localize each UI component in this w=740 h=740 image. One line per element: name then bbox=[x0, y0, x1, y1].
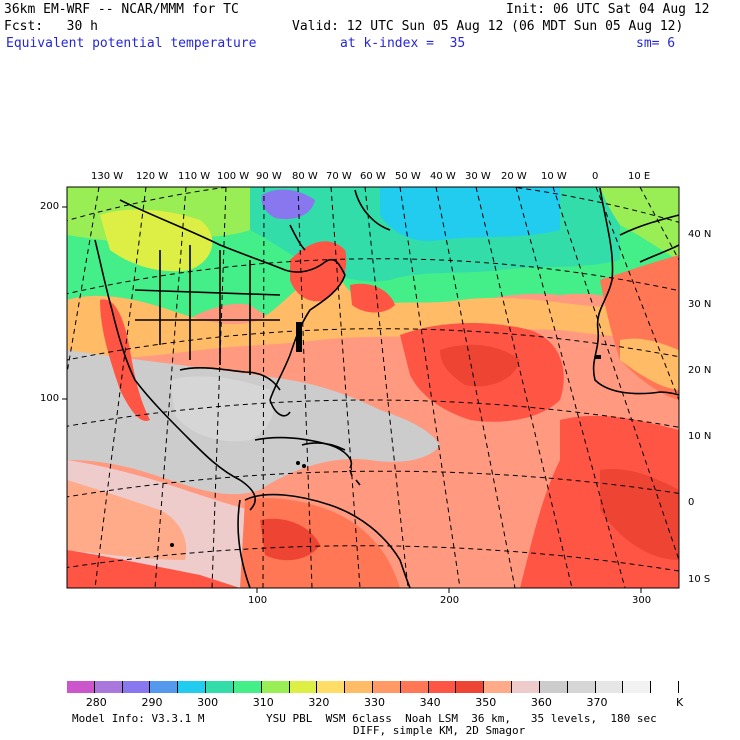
colorbar-label: 330 bbox=[364, 696, 385, 709]
lat-label: 20 N bbox=[688, 365, 712, 376]
frame-ticks bbox=[62, 206, 642, 593]
colorbar-swatch bbox=[94, 681, 123, 693]
colorbar-swatch bbox=[428, 681, 457, 693]
lon-label: 90 W bbox=[256, 171, 282, 182]
lat-label: 40 N bbox=[688, 229, 712, 240]
lon-label: 50 W bbox=[395, 171, 421, 182]
colorbar bbox=[67, 681, 679, 693]
colorbar-swatch bbox=[595, 681, 624, 693]
colorbar-swatch bbox=[512, 681, 540, 693]
lon-label: 30 W bbox=[465, 171, 491, 182]
colorbar-swatch bbox=[150, 681, 179, 693]
graticule bbox=[67, 187, 679, 588]
physics-info: YSU PBL WSM 6class Noah LSM 36 km, 35 le… bbox=[266, 712, 657, 725]
lat-label: 30 N bbox=[688, 299, 712, 310]
colorbar-label: 310 bbox=[252, 696, 274, 709]
lon-label: 10 W bbox=[541, 171, 567, 182]
field-name: Equivalent potential temperature bbox=[6, 36, 257, 51]
colorbar-swatch bbox=[623, 681, 652, 693]
colorbar-label: 290 bbox=[141, 696, 163, 709]
colorbar-label: 280 bbox=[85, 696, 107, 709]
colorbar-swatch bbox=[539, 681, 568, 693]
colorbar-unit: K bbox=[676, 696, 684, 709]
level-index: at k-index = 35 bbox=[340, 36, 466, 51]
colorbar-swatch bbox=[651, 681, 679, 693]
init-time: Init: 06 UTC Sat 04 Aug 12 bbox=[506, 2, 710, 17]
coastlines bbox=[94, 187, 679, 588]
colorbar-swatch bbox=[317, 681, 346, 693]
lon-label: 70 W bbox=[326, 171, 352, 182]
map-frame bbox=[66, 186, 680, 589]
lon-label: 100 W bbox=[217, 171, 250, 182]
grid-x-label: 100 bbox=[248, 595, 268, 606]
lat-label: 10 N bbox=[688, 431, 712, 442]
forecast-hour: Fcst: 30 h bbox=[4, 19, 98, 34]
lon-label: 40 W bbox=[430, 171, 456, 182]
colorbar-swatch bbox=[373, 681, 401, 693]
model-title: 36km EM-WRF -- NCAR/MMM for TC bbox=[4, 2, 239, 17]
lon-label: 0 bbox=[592, 171, 599, 182]
lon-label: 80 W bbox=[292, 171, 318, 182]
islands bbox=[170, 322, 601, 547]
grid-x-label: 300 bbox=[632, 595, 652, 606]
diffusion-info: DIFF, simple KM, 2D Smagor bbox=[353, 724, 526, 737]
lon-label: 130 W bbox=[91, 171, 124, 182]
lon-label: 110 W bbox=[178, 171, 211, 182]
grid-y-label: 200 bbox=[40, 201, 60, 212]
colorbar-swatch bbox=[67, 681, 95, 693]
colorbar-swatch bbox=[261, 681, 290, 693]
colorbar-swatch bbox=[122, 681, 151, 693]
colorbar-swatch bbox=[178, 681, 207, 693]
colorbar-label: 300 bbox=[197, 696, 219, 709]
colorbar-label: 350 bbox=[475, 696, 497, 709]
colorbar-swatch bbox=[567, 681, 596, 693]
lat-label: 0 bbox=[688, 497, 695, 508]
model-info: Model Info: V3.3.1 M bbox=[72, 712, 205, 725]
colorbar-swatch bbox=[233, 681, 262, 693]
grid-x-label: 200 bbox=[440, 595, 460, 606]
colorbar-swatch bbox=[484, 681, 513, 693]
colorbar-swatch bbox=[206, 681, 234, 693]
lon-label: 120 W bbox=[136, 171, 169, 182]
colorbar-swatch bbox=[400, 681, 429, 693]
lon-label: 20 W bbox=[501, 171, 527, 182]
colorbar-swatch bbox=[289, 681, 318, 693]
theta-e-field bbox=[67, 187, 679, 588]
colorbar-label: 360 bbox=[530, 696, 552, 709]
lon-label: 10 E bbox=[628, 171, 651, 182]
lon-label: 60 W bbox=[360, 171, 386, 182]
colorbar-swatch bbox=[456, 681, 485, 693]
smoothing: sm= 6 bbox=[636, 36, 676, 51]
lat-label: 10 S bbox=[688, 574, 711, 585]
colorbar-swatch bbox=[345, 681, 373, 693]
valid-time: Valid: 12 UTC Sun 05 Aug 12 (06 MDT Sun … bbox=[292, 19, 684, 34]
colorbar-label: 370 bbox=[586, 696, 608, 709]
grid-y-label: 100 bbox=[40, 393, 60, 404]
colorbar-label: 340 bbox=[419, 696, 441, 709]
colorbar-label: 320 bbox=[308, 696, 330, 709]
